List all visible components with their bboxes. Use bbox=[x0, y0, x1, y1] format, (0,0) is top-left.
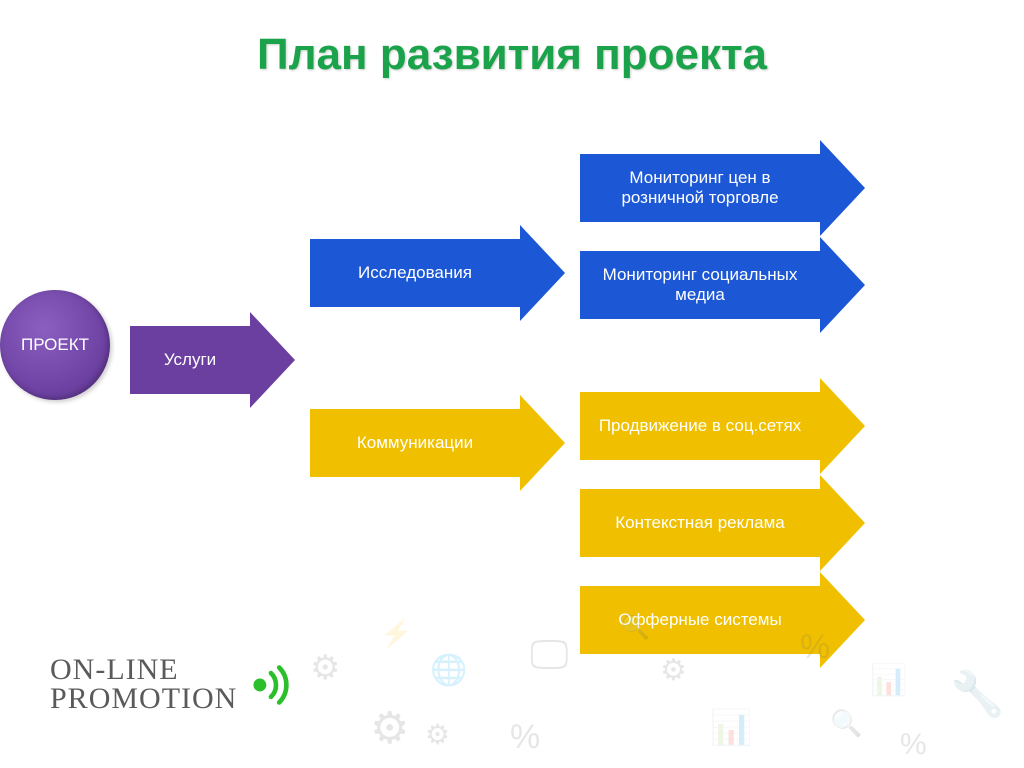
arrow-label: Мониторинг социальных медиа bbox=[580, 251, 820, 319]
bg-glyph: 🔍 bbox=[620, 613, 650, 642]
arrow-head-icon bbox=[820, 140, 865, 236]
bg-glyph: ⚡ bbox=[380, 618, 412, 649]
arrow-context-ads: Контекстная реклама bbox=[580, 475, 865, 571]
page-title: План развития проекта bbox=[0, 30, 1024, 80]
bg-glyph: 🔧 bbox=[950, 668, 1005, 720]
arrow-label: Мониторинг цен в розничной торговле bbox=[580, 154, 820, 222]
bg-glyph: % bbox=[510, 718, 540, 757]
arrow-label: Исследования bbox=[310, 239, 520, 307]
bg-glyph: ⚙ bbox=[425, 718, 450, 751]
bg-glyph: 📊 bbox=[710, 708, 752, 748]
arrow-price-monitoring: Мониторинг цен в розничной торговле bbox=[580, 140, 865, 236]
logo-line1: ON-LINE bbox=[50, 656, 237, 685]
arrow-head-icon bbox=[520, 225, 565, 321]
arrow-head-icon bbox=[520, 395, 565, 491]
arrow-head-icon bbox=[820, 237, 865, 333]
background-decoration: ⚙ ⚡ 🌐 ⚙ ⚙ 🖵% 🔍 ⚙ 📊% 📊 🔍 🔧% bbox=[250, 608, 1024, 768]
bg-glyph: 🌐 bbox=[430, 653, 467, 688]
project-circle: ПРОЕКТ bbox=[0, 290, 110, 400]
bg-glyph: % bbox=[900, 728, 927, 762]
arrow-social-monitoring: Мониторинг социальных медиа bbox=[580, 237, 865, 333]
bg-glyph: 🔍 bbox=[830, 708, 862, 739]
arrow-label: Услуги bbox=[130, 326, 250, 394]
arrow-communications: Коммуникации bbox=[310, 395, 565, 491]
bg-glyph: 📊 bbox=[870, 663, 907, 698]
logo-text: ON-LINE PROMOTION bbox=[50, 656, 237, 713]
arrow-head-icon bbox=[820, 475, 865, 571]
arrow-services: Услуги bbox=[130, 312, 295, 408]
arrow-social-promo: Продвижение в соц.сетях bbox=[580, 378, 865, 474]
bg-glyph: % bbox=[800, 628, 830, 667]
arrow-head-icon bbox=[820, 378, 865, 474]
bg-glyph: 🖵 bbox=[530, 633, 569, 678]
arrow-label: Коммуникации bbox=[310, 409, 520, 477]
bg-glyph: ⚙ bbox=[310, 648, 340, 688]
bg-glyph: ⚙ bbox=[660, 653, 687, 688]
arrow-research: Исследования bbox=[310, 225, 565, 321]
logo-line2: PROMOTION bbox=[50, 685, 237, 714]
bg-glyph: ⚙ bbox=[370, 703, 409, 754]
arrow-label: Контекстная реклама bbox=[580, 489, 820, 557]
arrow-label: Продвижение в соц.сетях bbox=[580, 392, 820, 460]
arrow-head-icon bbox=[250, 312, 295, 408]
